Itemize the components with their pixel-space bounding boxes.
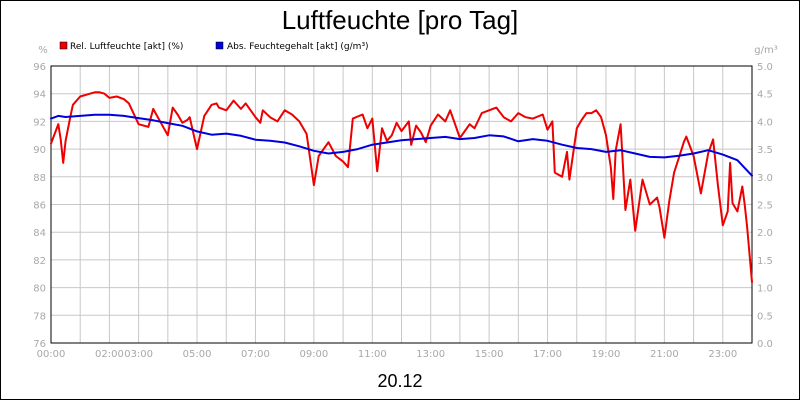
date-label: 20.12	[377, 371, 422, 391]
x-tick-label: 07:00	[241, 349, 270, 360]
grid-lines	[50, 65, 753, 344]
right-tick-label: 3.5	[757, 145, 773, 156]
series-line-abs-humidity	[50, 113, 753, 177]
right-axis-ticks: 5.0 4.5 4.0 3.5 3.0 2.5 2.0 1.5 1.0 0.5 0.0	[757, 62, 773, 350]
left-tick-label: 92	[33, 117, 46, 128]
left-axis-unit: %	[38, 45, 48, 56]
right-tick-label: 1.0	[757, 284, 773, 295]
left-tick-label: 88	[33, 173, 46, 184]
x-tick-label: 02:00	[95, 349, 124, 360]
legend-swatch-abs-humidity	[215, 41, 224, 50]
x-axis-ticks: 00:00 02:00 03:00 05:00 07:00 09:00 11:00 13:00…	[37, 349, 738, 360]
x-tick-label: 13:00	[416, 349, 445, 360]
left-tick-label: 78	[33, 311, 46, 322]
right-tick-label: 2.5	[757, 201, 773, 212]
right-tick-label: 3.0	[757, 173, 773, 184]
x-tick-label: 11:00	[358, 349, 387, 360]
series-lines	[50, 91, 753, 284]
left-tick-label: 94	[33, 90, 46, 101]
right-tick-label: 4.0	[757, 117, 773, 128]
left-tick-label: 86	[33, 201, 46, 212]
left-tick-label: 80	[33, 284, 46, 295]
legend-swatch-rel-humidity	[59, 41, 68, 50]
x-tick-label: 23:00	[708, 349, 737, 360]
right-tick-label: 4.5	[757, 90, 773, 101]
plot-area	[50, 65, 753, 344]
chart-title: Luftfeuchte [pro Tag]	[282, 5, 519, 35]
right-tick-label: 0.0	[757, 339, 773, 350]
x-tick-label: 05:00	[183, 349, 212, 360]
right-tick-label: 2.0	[757, 228, 773, 239]
x-tick-label: 15:00	[475, 349, 504, 360]
x-tick-label: 09:00	[299, 349, 328, 360]
left-tick-label: 84	[33, 228, 46, 239]
legend-label-rel-humidity: Rel. Luftfeuchte [akt] (%)	[70, 42, 183, 52]
x-tick-label: 17:00	[533, 349, 562, 360]
right-axis-unit: g/m³	[754, 45, 777, 56]
x-tick-label: 19:00	[592, 349, 621, 360]
right-tick-label: 0.5	[757, 311, 773, 322]
right-tick-label: 5.0	[757, 62, 773, 73]
x-tick-label: 21:00	[650, 349, 679, 360]
left-tick-label: 82	[33, 256, 46, 267]
legend-label-abs-humidity: Abs. Feuchtegehalt [akt] (g/m³)	[227, 42, 369, 52]
left-tick-label: 90	[33, 145, 46, 156]
left-tick-label: 96	[33, 62, 46, 73]
right-tick-label: 1.5	[757, 256, 773, 267]
series-line-rel-humidity	[50, 91, 753, 284]
left-axis-ticks: 96 94 92 90 88 86 84 82 80 78 76	[33, 62, 46, 350]
left-tick-label: 76	[33, 339, 46, 350]
x-tick-label: 00:00	[37, 349, 66, 360]
x-tick-label: 03:00	[124, 349, 153, 360]
